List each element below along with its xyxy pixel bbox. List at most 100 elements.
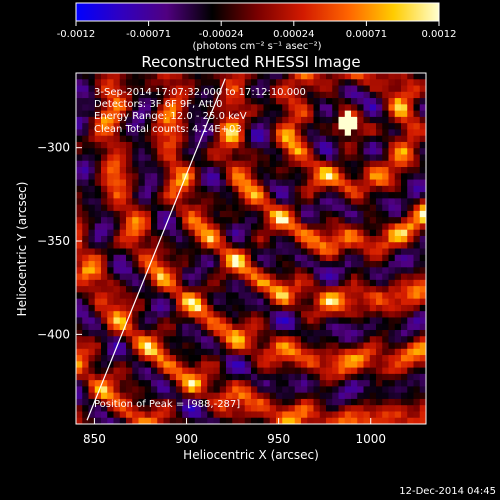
- heatmap-cell: [126, 323, 133, 331]
- heatmap-cell: [294, 110, 302, 118]
- heatmap-cell: [138, 273, 146, 281]
- heatmap-cell: [201, 329, 208, 337]
- heatmap-cell: [126, 123, 133, 131]
- heatmap-cell: [232, 373, 240, 381]
- heatmap-cell: [182, 79, 190, 87]
- heatmap-cell: [226, 123, 233, 131]
- heatmap-cell: [307, 336, 315, 344]
- heatmap-cell: [388, 235, 396, 243]
- heatmap-cell: [157, 135, 165, 143]
- heatmap-cell: [226, 91, 233, 99]
- heatmap-cell: [369, 235, 377, 243]
- heatmap-cell: [326, 267, 333, 275]
- heatmap-cell: [201, 135, 208, 143]
- heatmap-cell: [88, 298, 96, 306]
- heatmap-cell: [369, 248, 377, 256]
- heatmap-cell: [413, 104, 421, 112]
- heatmap-cell: [88, 273, 96, 281]
- heatmap-cell: [282, 154, 290, 162]
- heatmap-cell: [201, 292, 208, 300]
- heatmap-cell: [151, 210, 158, 218]
- heatmap-cell: [144, 160, 152, 168]
- heatmap-cell: [244, 355, 252, 362]
- heatmap-cell: [344, 292, 352, 300]
- heatmap-cell: [182, 110, 190, 118]
- heatmap-cell: [157, 279, 165, 287]
- heatmap-cell: [201, 405, 208, 413]
- heatmap-cell: [251, 286, 258, 293]
- heatmap-cell: [194, 73, 202, 80]
- heatmap-cell: [94, 267, 102, 275]
- heatmap-cell: [94, 342, 102, 350]
- heatmap-cell: [344, 254, 352, 262]
- heatmap-cell: [226, 110, 233, 118]
- heatmap-cell: [232, 204, 240, 212]
- heatmap-cell: [107, 311, 115, 319]
- heatmap-cell: [226, 235, 233, 243]
- heatmap-cell: [207, 273, 215, 281]
- heatmap-cell: [219, 273, 227, 281]
- heatmap-cell: [363, 336, 371, 344]
- heatmap-cell: [376, 392, 383, 400]
- heatmap-cell: [419, 91, 426, 99]
- heatmap-cell: [182, 261, 190, 268]
- heatmap-cell: [351, 273, 358, 281]
- heatmap-cell: [363, 286, 371, 293]
- heatmap-cell: [238, 129, 246, 137]
- heatmap-cell: [288, 317, 296, 325]
- heatmap-cell: [382, 267, 390, 275]
- heatmap-cell: [313, 348, 321, 356]
- heatmap-cell: [238, 198, 246, 206]
- heatmap-cell: [151, 185, 158, 193]
- heatmap-cell: [163, 254, 171, 262]
- heatmap-cell: [332, 405, 340, 413]
- heatmap-cell: [244, 380, 252, 387]
- heatmap-cell: [238, 210, 246, 218]
- heatmap-cell: [94, 167, 102, 174]
- heatmap-cell: [144, 173, 152, 181]
- heatmap-cell: [76, 110, 83, 118]
- heatmap-cell: [263, 79, 271, 87]
- heatmap-cell: [276, 204, 283, 212]
- heatmap-cell: [338, 311, 346, 319]
- heatmap-cell: [269, 417, 277, 424]
- heatmap-cell: [107, 304, 115, 312]
- heatmap-cell: [213, 79, 221, 87]
- heatmap-cell: [263, 223, 271, 231]
- heatmap-cell: [82, 110, 90, 118]
- heatmap-cell: [238, 355, 246, 362]
- heatmap-cell: [288, 217, 296, 225]
- heatmap-cell: [138, 135, 146, 143]
- heatmap-cell: [351, 85, 358, 93]
- heatmap-cell: [194, 373, 202, 381]
- heatmap-cell: [207, 411, 215, 419]
- heatmap-cell: [419, 311, 426, 319]
- heatmap-cell: [344, 154, 352, 162]
- heatmap-cell: [382, 323, 390, 331]
- heatmap-cell: [207, 173, 215, 181]
- heatmap-cell: [226, 98, 233, 105]
- heatmap-cell: [307, 79, 315, 87]
- heatmap-cell: [376, 98, 383, 105]
- heatmap-cell: [226, 373, 233, 381]
- heatmap-cell: [157, 73, 165, 80]
- heatmap-cell: [419, 148, 426, 156]
- heatmap-cell: [144, 110, 152, 118]
- heatmap-cell: [163, 141, 171, 149]
- heatmap-cell: [144, 292, 152, 300]
- heatmap-cell: [388, 91, 396, 99]
- heatmap-cell: [326, 386, 333, 394]
- heatmap-cell: [82, 198, 90, 206]
- heatmap-cell: [238, 267, 246, 275]
- heatmap-cell: [276, 210, 283, 218]
- heatmap-cell: [88, 329, 96, 337]
- heatmap-cell: [357, 348, 365, 356]
- heatmap-cell: [307, 73, 315, 80]
- heatmap-cell: [251, 104, 258, 112]
- heatmap-cell: [113, 229, 121, 237]
- heatmap-cell: [288, 286, 296, 293]
- heatmap-cell: [188, 104, 196, 112]
- heatmap-cell: [269, 329, 277, 337]
- heatmap-cell: [244, 261, 252, 268]
- heatmap-cell: [288, 279, 296, 287]
